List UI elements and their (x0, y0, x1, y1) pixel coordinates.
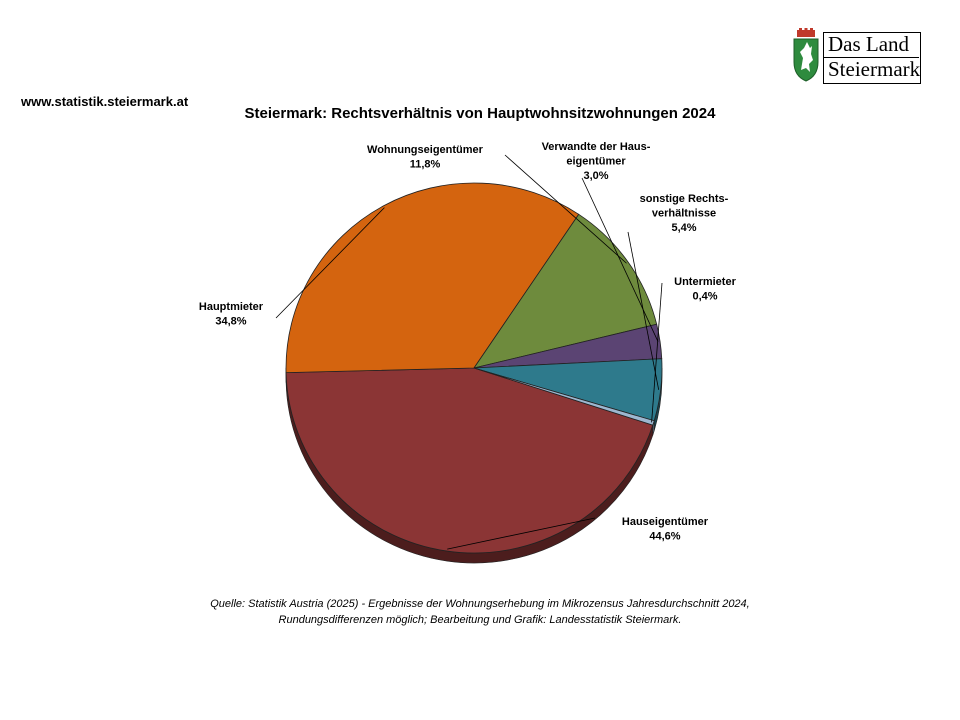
leader-line (504, 154, 627, 264)
pie-slice (473, 367, 655, 426)
logo-text-line2: Steiermark (828, 57, 921, 81)
pie-slice (285, 182, 580, 374)
source-note: Quelle: Statistik Austria (2025) - Ergeb… (0, 596, 960, 628)
slice-value-label: 0,4% (692, 291, 717, 303)
logo: Das Land Steiermark (791, 28, 921, 84)
website-url: www.statistik.steiermark.at (21, 94, 189, 109)
slice-category-label: Untermieter (674, 276, 736, 288)
pie-slice (285, 367, 654, 554)
slice-category-label: Verwandte der Haus- (542, 141, 651, 153)
leader-line (275, 207, 385, 319)
leader-line (627, 231, 660, 390)
slice-value-label: 34,8% (215, 316, 246, 328)
slice-value-label: 44,6% (649, 531, 680, 543)
source-line-1: Quelle: Statistik Austria (2025) - Ergeb… (210, 598, 750, 610)
slice-value-label: 5,4% (671, 222, 696, 234)
slice-value-label: 3,0% (583, 170, 608, 182)
leader-line (581, 177, 659, 342)
styrian-panther-shield-icon (793, 28, 819, 82)
logo-text-line1: Das Land (828, 32, 910, 56)
slice-category-label: Wohnungseigentümer (367, 144, 484, 156)
source-line-2: Rundungsdifferenzen möglich; Bearbeitung… (278, 614, 682, 626)
leader-line (447, 517, 596, 550)
slice-category-label: Hauseigentümer (622, 516, 709, 528)
slice-category-label: eigentümer (566, 156, 626, 168)
slice-value-label: 11,8% (410, 159, 441, 171)
leader-line (651, 282, 663, 423)
slice-category-label: sonstige Rechts- (640, 193, 729, 205)
slice-category-label: verhältnisse (652, 208, 716, 220)
chart-title: Steiermark: Rechtsverhältnis von Hauptwo… (244, 105, 716, 122)
pie-slice (473, 213, 658, 369)
slice-category-label: Hauptmieter (199, 301, 264, 313)
